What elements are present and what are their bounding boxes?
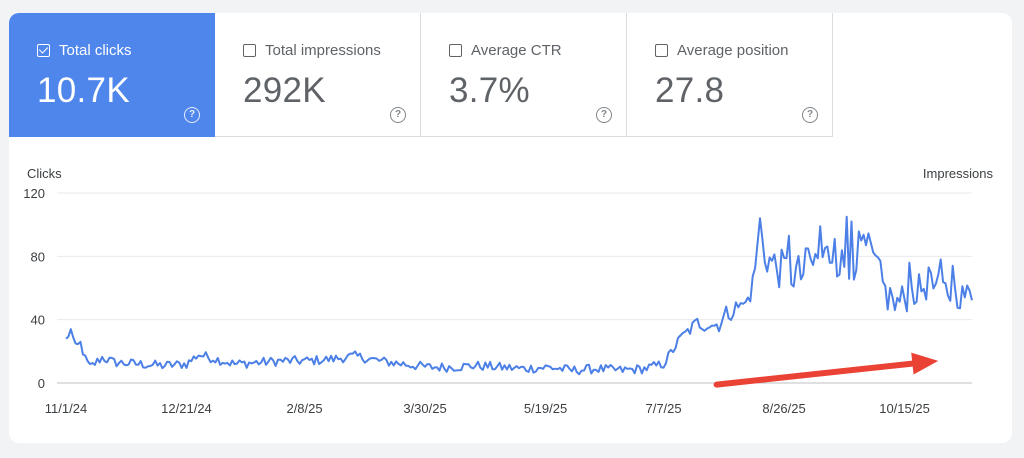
trend-arrow — [713, 352, 939, 388]
trend-arrow-shaft — [713, 360, 916, 388]
metric-head: Total impressions — [243, 42, 381, 59]
checkbox-icon[interactable] — [655, 44, 668, 57]
gridlines — [57, 192, 972, 384]
x-tick-label: 5/19/25 — [524, 401, 567, 416]
metric-head: Average CTR — [449, 42, 562, 59]
trend-arrow-head — [911, 352, 939, 375]
metric-value: 292K — [243, 71, 326, 110]
performance-card: Total clicks 10.7K ? Total impressions 2… — [9, 13, 1012, 443]
x-tick-label: 8/26/25 — [762, 401, 805, 416]
x-tick-label: 12/21/24 — [161, 401, 212, 416]
help-icon[interactable]: ? — [596, 107, 612, 123]
help-icon[interactable]: ? — [802, 107, 818, 123]
metric-label: Average CTR — [471, 42, 562, 59]
x-tick-label: 2/8/25 — [286, 401, 322, 416]
help-icon[interactable]: ? — [184, 107, 200, 123]
metric-value: 27.8 — [655, 71, 725, 110]
x-tick-label: 3/30/25 — [403, 401, 446, 416]
metric-average-ctr[interactable]: Average CTR 3.7% ? — [421, 13, 627, 137]
metric-head: Average position — [655, 42, 788, 59]
y-tick-label: 120 — [23, 186, 45, 201]
x-tick-label: 11/1/24 — [45, 401, 87, 416]
checkbox-icon[interactable] — [37, 44, 50, 57]
y-axis-title-left: Clicks — [27, 166, 62, 181]
x-tick-label: 7/7/25 — [645, 401, 681, 416]
checkbox-icon[interactable] — [243, 44, 256, 57]
metric-label: Total impressions — [265, 42, 381, 59]
y-tick-label: 0 — [38, 376, 45, 391]
help-icon[interactable]: ? — [390, 107, 406, 123]
metric-value: 10.7K — [37, 71, 130, 110]
metric-value: 3.7% — [449, 71, 530, 110]
clicks-series-line — [65, 215, 973, 376]
y-tick-labels: 0 40 80 120 — [23, 186, 45, 391]
y-tick-label: 80 — [31, 249, 45, 264]
y-axis-title-right: Impressions — [923, 166, 994, 181]
metric-tabs: Total clicks 10.7K ? Total impressions 2… — [9, 13, 833, 137]
metric-label: Total clicks — [59, 42, 132, 59]
checkbox-icon[interactable] — [449, 44, 462, 57]
metric-average-position[interactable]: Average position 27.8 ? — [627, 13, 833, 137]
y-tick-label: 40 — [31, 313, 45, 328]
x-tick-labels: 11/1/24 12/21/24 2/8/25 3/30/25 5/19/25 7/7/2… — [45, 401, 930, 416]
metric-label: Average position — [677, 42, 789, 59]
metric-total-clicks[interactable]: Total clicks 10.7K ? — [9, 13, 215, 137]
clicks-line-chart: Clicks Impressions 0 40 80 120 11/1/24 12/21… — [23, 166, 994, 416]
x-tick-label: 10/15/25 — [879, 401, 930, 416]
metric-total-impressions[interactable]: Total impressions 292K ? — [215, 13, 421, 137]
metric-head: Total clicks — [37, 42, 132, 59]
